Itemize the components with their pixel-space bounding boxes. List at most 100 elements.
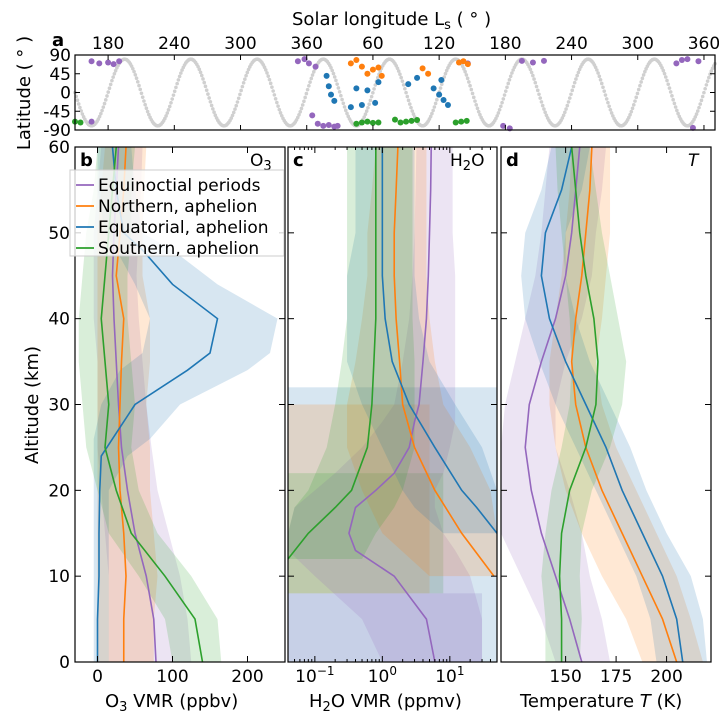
track-point [140, 95, 145, 99]
track-point [595, 68, 599, 72]
track-point [268, 81, 273, 86]
track-point [471, 95, 476, 100]
x-tick-label: 100 [368, 664, 397, 687]
obs-point [331, 97, 338, 104]
track-point [604, 97, 609, 101]
track-point [432, 105, 437, 109]
track-point [373, 83, 378, 87]
uncertainty-box [288, 593, 483, 662]
axes-ticks: 0 100 200 10−1 100 101 150 175 200 0 10 20 30 40 50 60 [48, 138, 711, 687]
track-point [508, 74, 513, 79]
obs-point [673, 60, 680, 67]
track-point [112, 71, 117, 76]
obs-point [110, 61, 117, 68]
track-point [106, 90, 111, 94]
track-point [462, 67, 466, 71]
track-point [702, 90, 706, 95]
obs-point [325, 122, 332, 128]
track-point [332, 75, 337, 79]
track-point [435, 97, 439, 102]
track-point [131, 66, 135, 71]
track-point [476, 109, 481, 114]
track-point [334, 78, 338, 83]
obs-point [358, 102, 365, 108]
track-point [311, 70, 316, 74]
track-point [113, 68, 118, 73]
track-point [405, 94, 410, 99]
uncertainty-box [288, 404, 430, 594]
track-point [166, 108, 171, 112]
track-point [603, 93, 608, 97]
track-point [574, 77, 578, 81]
track-point [676, 111, 680, 116]
track-point [363, 112, 368, 116]
obs-point [452, 119, 459, 126]
track-point [175, 81, 179, 86]
obs-point [500, 122, 507, 129]
line-equinoctial-periods [348, 146, 436, 663]
track-point [367, 102, 371, 106]
obs-point [353, 85, 360, 92]
track-point [164, 114, 168, 118]
obs-point [375, 119, 382, 126]
track-point [276, 104, 280, 108]
track-point [667, 86, 672, 90]
track-point [300, 103, 305, 107]
track-point [634, 95, 639, 100]
obs-point [425, 70, 432, 77]
obs-point [440, 97, 447, 103]
obs-point [328, 91, 334, 98]
track-point [212, 110, 216, 115]
track-point [105, 94, 109, 98]
track-point [303, 95, 307, 100]
y-tick-label: 60 [48, 138, 70, 158]
track-point [201, 77, 205, 81]
obs-point [364, 118, 371, 125]
track-point [496, 111, 501, 115]
panel-b-title: O3 [250, 151, 272, 174]
track-point [596, 71, 600, 75]
track-point [433, 101, 438, 106]
track-point [235, 100, 240, 104]
x-tick-label: 180 [92, 34, 124, 54]
track-point [443, 71, 448, 76]
obs-point [695, 58, 702, 65]
track-point [76, 102, 81, 106]
obs-point [369, 119, 376, 126]
track-point [230, 113, 235, 118]
obs-point [372, 99, 379, 106]
track-point [368, 98, 373, 103]
panel-d-temperature [501, 146, 707, 663]
track-point [270, 85, 274, 89]
track-point [307, 84, 311, 88]
track-point [663, 75, 668, 79]
obs-point [414, 117, 421, 123]
obs-point [77, 119, 84, 126]
track-point [563, 110, 567, 115]
obs-point [320, 122, 327, 129]
track-point [633, 99, 637, 103]
track-point [108, 82, 113, 87]
track-point [502, 93, 507, 97]
track-point [409, 105, 413, 110]
track-point [337, 90, 342, 94]
obs-point [358, 63, 365, 70]
track-point [470, 91, 475, 96]
line-equatorial-aphelion [381, 147, 498, 534]
y-tick-label: 40 [48, 310, 70, 330]
panel-d-title: T [688, 151, 700, 171]
track-point [575, 73, 579, 78]
track-point [576, 70, 581, 75]
track-point [698, 102, 703, 106]
track-point [372, 87, 376, 91]
track-point [134, 76, 139, 81]
obs-point [375, 64, 382, 71]
track-point [539, 100, 544, 104]
obs-point [464, 61, 471, 68]
track-point [245, 70, 250, 75]
track-point [169, 101, 173, 105]
track-point [510, 71, 514, 75]
obs-point [408, 117, 415, 124]
obs-point [460, 58, 467, 65]
track-point [567, 96, 572, 100]
